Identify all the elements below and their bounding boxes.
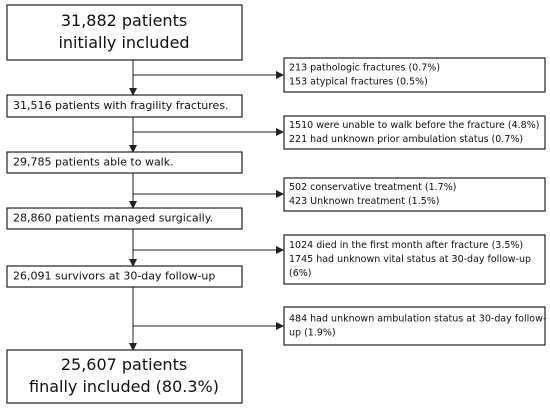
step-box: 25,607 patients finally included (80.3%) bbox=[6, 349, 243, 404]
step-box: 26,091 survivors at 30-day follow-up bbox=[6, 265, 243, 288]
box bbox=[283, 115, 546, 150]
exclusion-text: 1024 died in the first month after fract… bbox=[289, 240, 523, 251]
step-text: 31,882 patients bbox=[61, 11, 187, 30]
exclusion-text: 502 conservative treatment (1.7%) bbox=[289, 182, 456, 193]
exclusion-text: 484 had unknown ambulation status at 30-… bbox=[289, 314, 546, 325]
exclusion-text: 213 pathologic fractures (0.7%) bbox=[289, 63, 440, 74]
step-box: 31,516 patients with fragility fractures… bbox=[6, 94, 243, 118]
box bbox=[283, 57, 546, 93]
box bbox=[283, 306, 546, 346]
exclusion-text: (6%) bbox=[289, 268, 311, 279]
step-text: 28,860 patients managed surgically. bbox=[13, 212, 213, 225]
step-box: 28,860 patients managed surgically. bbox=[6, 207, 243, 230]
exclusion-box: 502 conservative treatment (1.7%) 423 Unk… bbox=[283, 177, 546, 212]
exclusion-text: 1510 were unable to walk before the frac… bbox=[289, 120, 539, 131]
exclusion-text: up (1.9%) bbox=[289, 328, 336, 339]
step-text: 25,607 patients bbox=[61, 355, 187, 374]
box bbox=[6, 265, 243, 288]
exclusion-text: 221 had unknown prior ambulation status … bbox=[289, 134, 523, 145]
box bbox=[6, 349, 243, 404]
box bbox=[283, 234, 546, 285]
box bbox=[6, 207, 243, 230]
step-box: 31,882 patients initially included bbox=[6, 4, 243, 61]
exclusion-text: 153 atypical fractures (0.5%) bbox=[289, 77, 428, 88]
box bbox=[283, 177, 546, 212]
exclusion-text: 1745 had unknown vital status at 30-day … bbox=[289, 254, 531, 265]
box bbox=[6, 151, 243, 174]
connectors bbox=[129, 60, 284, 351]
step-text: 31,516 patients with fragility fractures… bbox=[13, 99, 229, 112]
step-text: initially included bbox=[58, 33, 189, 52]
box bbox=[6, 4, 243, 61]
step-text: 29,785 patients able to walk. bbox=[13, 156, 174, 169]
step-box: 29,785 patients able to walk. bbox=[6, 151, 243, 174]
exclusion-box: 1510 were unable to walk before the frac… bbox=[283, 115, 546, 150]
exclusion-text: 423 Unknown treatment (1.5%) bbox=[289, 196, 440, 207]
exclusion-box: 213 pathologic fractures (0.7%) 153 atypi… bbox=[283, 57, 546, 93]
exclusion-box: 1024 died in the first month after fract… bbox=[283, 234, 546, 285]
exclusion-box: 484 had unknown ambulation status at 30-… bbox=[283, 306, 546, 346]
step-text: finally included (80.3%) bbox=[29, 377, 219, 396]
step-text: 26,091 survivors at 30-day follow-up bbox=[13, 270, 215, 283]
box bbox=[6, 94, 243, 118]
